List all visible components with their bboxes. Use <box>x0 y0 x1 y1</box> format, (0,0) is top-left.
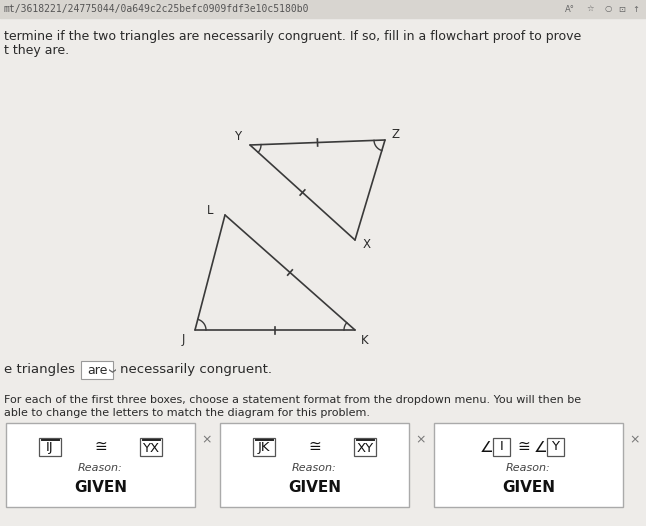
Text: ≅: ≅ <box>94 440 107 454</box>
Text: ⊡: ⊡ <box>618 5 625 14</box>
Text: XY: XY <box>357 441 373 454</box>
Text: Y: Y <box>552 440 559 453</box>
Text: ○: ○ <box>605 5 612 14</box>
Text: Reason:: Reason: <box>292 463 337 473</box>
FancyBboxPatch shape <box>547 438 564 456</box>
Text: ↑: ↑ <box>632 5 640 14</box>
Bar <box>0 0 646 18</box>
FancyBboxPatch shape <box>39 438 61 456</box>
Text: IJ: IJ <box>46 441 54 454</box>
Text: GIVEN: GIVEN <box>74 480 127 494</box>
FancyBboxPatch shape <box>220 423 409 507</box>
Text: ×: × <box>629 433 640 447</box>
Text: J: J <box>182 333 185 347</box>
FancyBboxPatch shape <box>81 361 113 379</box>
Text: Y: Y <box>234 130 242 144</box>
Text: ❯: ❯ <box>107 368 114 374</box>
Text: Z: Z <box>391 128 399 141</box>
Text: ∠: ∠ <box>480 440 494 454</box>
Text: necessarily congruent.: necessarily congruent. <box>120 363 272 377</box>
Text: Reason:: Reason: <box>506 463 551 473</box>
Text: I: I <box>499 440 503 453</box>
FancyBboxPatch shape <box>493 438 510 456</box>
Text: YX: YX <box>142 441 160 454</box>
Text: X: X <box>363 238 371 251</box>
Text: K: K <box>361 333 369 347</box>
Text: able to change the letters to match the diagram for this problem.: able to change the letters to match the … <box>4 408 370 418</box>
Text: JK: JK <box>258 441 270 454</box>
FancyBboxPatch shape <box>354 438 376 456</box>
Text: ×: × <box>415 433 426 447</box>
Text: A°: A° <box>565 5 575 14</box>
Text: GIVEN: GIVEN <box>502 480 555 494</box>
Text: ×: × <box>201 433 211 447</box>
Text: ≅: ≅ <box>517 440 530 454</box>
FancyBboxPatch shape <box>140 438 162 456</box>
Text: t they are.: t they are. <box>4 44 69 57</box>
Text: L: L <box>207 204 213 217</box>
Text: ≅: ≅ <box>308 440 321 454</box>
Text: ∠: ∠ <box>534 440 547 454</box>
FancyBboxPatch shape <box>6 423 195 507</box>
Text: GIVEN: GIVEN <box>288 480 341 494</box>
FancyBboxPatch shape <box>253 438 275 456</box>
Text: e triangles: e triangles <box>4 363 75 377</box>
Text: mt/3618221/24775044/0a649c2c25befc0909fdf3e10c5180b0: mt/3618221/24775044/0a649c2c25befc0909fd… <box>4 4 309 14</box>
Text: ☆: ☆ <box>587 5 594 14</box>
Text: are: are <box>87 363 107 377</box>
Text: termine if the two triangles are necessarily congruent. If so, fill in a flowcha: termine if the two triangles are necessa… <box>4 30 581 43</box>
Text: Reason:: Reason: <box>78 463 123 473</box>
FancyBboxPatch shape <box>434 423 623 507</box>
Text: For each of the first three boxes, choose a statement format from the dropdown m: For each of the first three boxes, choos… <box>4 395 581 405</box>
